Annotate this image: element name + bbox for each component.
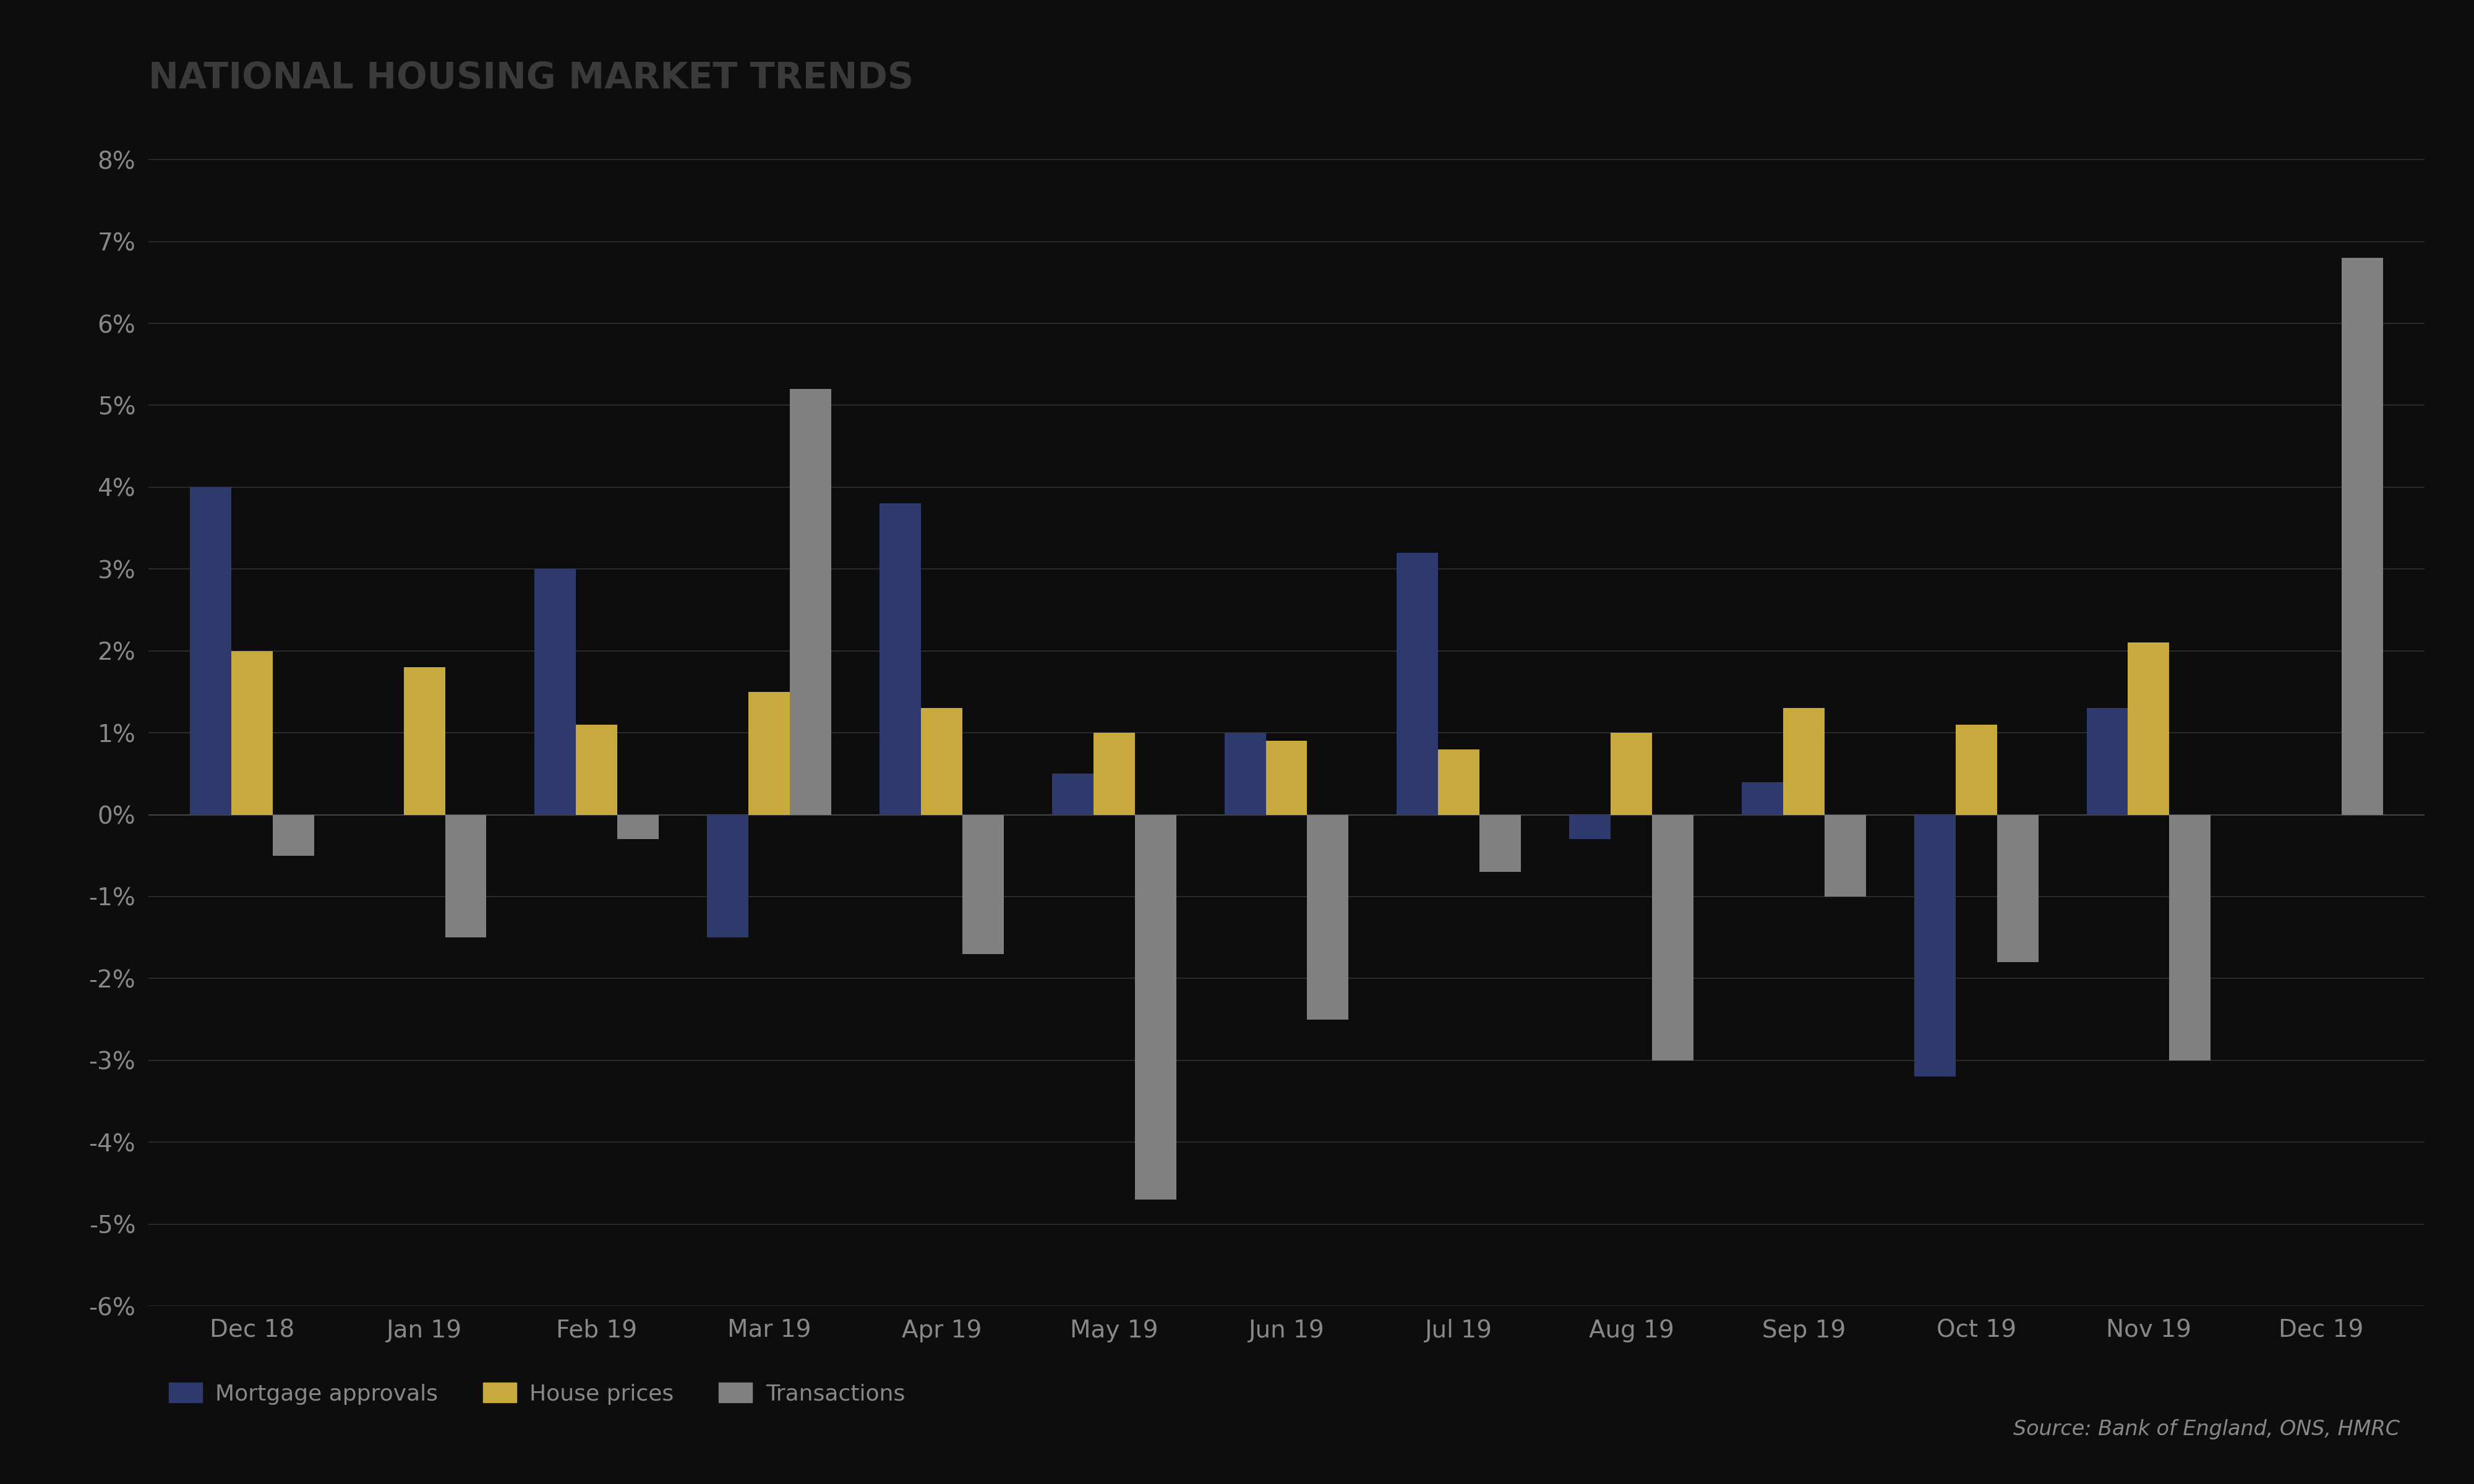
- Bar: [445, 815, 487, 938]
- Bar: [2086, 708, 2128, 815]
- Bar: [1954, 724, 1997, 815]
- Bar: [1306, 815, 1348, 1020]
- Bar: [789, 389, 831, 815]
- Bar: [1051, 773, 1094, 815]
- Bar: [1653, 815, 1692, 1060]
- Bar: [962, 815, 1004, 954]
- Bar: [2170, 815, 2212, 1060]
- Bar: [1136, 815, 1175, 1199]
- Bar: [576, 724, 618, 815]
- Bar: [403, 668, 445, 815]
- Bar: [1823, 815, 1865, 896]
- Bar: [708, 815, 750, 938]
- Bar: [1479, 815, 1522, 873]
- Bar: [1915, 815, 1954, 1077]
- Bar: [920, 708, 962, 815]
- Bar: [534, 568, 576, 815]
- Bar: [1225, 733, 1267, 815]
- Bar: [230, 651, 272, 815]
- Bar: [1569, 815, 1611, 840]
- Legend: Mortgage approvals, House prices, Transactions: Mortgage approvals, House prices, Transa…: [161, 1374, 913, 1413]
- Bar: [272, 815, 314, 856]
- Bar: [1784, 708, 1823, 815]
- Bar: [1267, 741, 1306, 815]
- Text: NATIONAL HOUSING MARKET TRENDS: NATIONAL HOUSING MARKET TRENDS: [148, 61, 913, 96]
- Bar: [1742, 782, 1784, 815]
- Bar: [2128, 643, 2170, 815]
- Bar: [1997, 815, 2039, 962]
- Bar: [2343, 258, 2382, 815]
- Text: Source: Bank of England, ONS, HMRC: Source: Bank of England, ONS, HMRC: [2014, 1419, 2400, 1439]
- Bar: [618, 815, 658, 840]
- Bar: [881, 503, 920, 815]
- Bar: [1398, 552, 1437, 815]
- Bar: [1094, 733, 1136, 815]
- Bar: [1437, 749, 1479, 815]
- Bar: [190, 487, 230, 815]
- Bar: [1611, 733, 1653, 815]
- Bar: [750, 692, 789, 815]
